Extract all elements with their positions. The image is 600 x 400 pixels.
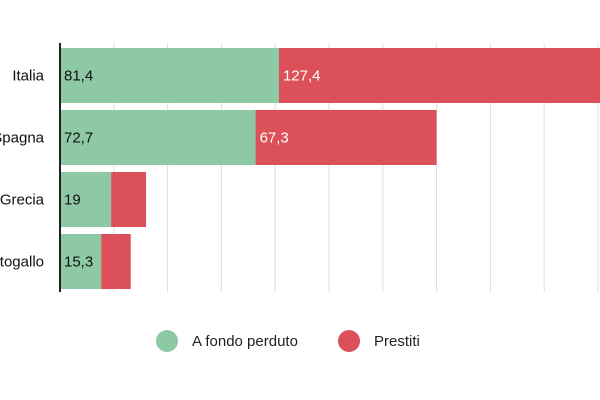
legend-swatch: [338, 330, 360, 352]
bar-a-fondo-perduto-italia: [60, 48, 279, 103]
category-label: Italia: [12, 68, 44, 85]
category-label: Portogallo: [0, 254, 44, 271]
data-label: 81,4: [64, 68, 93, 85]
data-label: 72,7: [64, 130, 93, 147]
data-label: 15,3: [64, 254, 93, 271]
data-label: 127,4: [283, 68, 321, 85]
data-label: 67,3: [260, 130, 289, 147]
bar-layer: [60, 48, 600, 289]
bar-prestiti-grecia: [111, 172, 147, 227]
legend: A fondo perduto Prestiti: [156, 330, 420, 352]
bar-a-fondo-perduto-portogallo: [60, 234, 102, 289]
bar-a-fondo-perduto-spagna: [60, 110, 256, 165]
legend-label: A fondo perduto: [192, 333, 298, 350]
legend-label: Prestiti: [374, 333, 420, 350]
bar-prestiti-italia: [278, 48, 600, 103]
legend-swatch: [156, 330, 178, 352]
category-label: Grecia: [0, 192, 45, 209]
bar-a-fondo-perduto-grecia: [60, 172, 112, 227]
label-layer: 81,4 127,4 Italia 72,7 67,3 Spagna 19 Grecia 15,…: [0, 68, 321, 271]
data-label: 19: [64, 192, 81, 209]
bar-prestiti-spagna: [255, 110, 437, 165]
bar-prestiti-portogallo: [101, 234, 131, 289]
category-label: Spagna: [0, 130, 45, 147]
